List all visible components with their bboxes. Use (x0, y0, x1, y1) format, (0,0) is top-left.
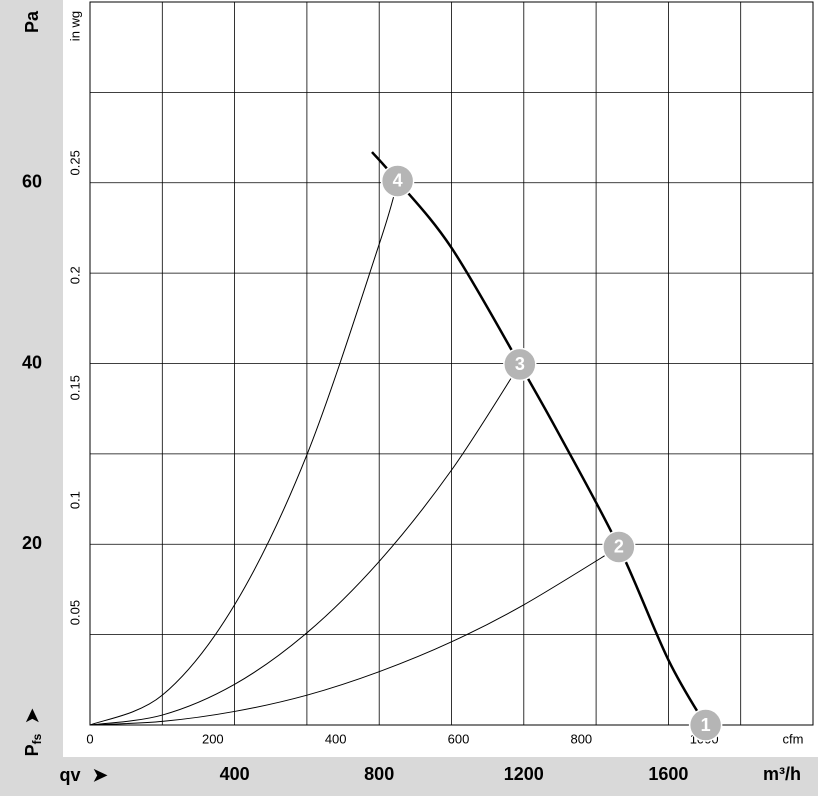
operating-point (503, 347, 537, 382)
left-band (0, 0, 63, 796)
y2-tick-label: 0.05 (67, 600, 82, 625)
operating-point (602, 530, 636, 564)
operating-point-label: 1 (701, 715, 711, 735)
y-arrow: ➤ (22, 708, 42, 724)
x-unit: m³/h (763, 764, 801, 784)
x2-tick-label: 0 (86, 731, 93, 746)
x-tick-label: 400 (220, 764, 250, 784)
y-label: Pfs (22, 733, 44, 756)
x2-tick-label: 800 (570, 731, 592, 746)
x-tick-label: 1600 (648, 764, 688, 784)
y-label-sub: fs (30, 733, 44, 744)
y2-tick-label: 0.1 (67, 491, 82, 509)
y2-tick-label: 0.25 (67, 150, 82, 175)
operating-point-label: 4 (393, 171, 403, 191)
curve (89, 364, 521, 726)
y-tick-label: 20 (22, 533, 42, 553)
y2-tick-label: 0.2 (67, 266, 82, 284)
x-tick-label: 1200 (504, 764, 544, 784)
operating-point-label: 2 (614, 537, 624, 557)
curve (89, 546, 620, 726)
curve (371, 151, 707, 726)
y-tick-label: 60 (22, 172, 42, 192)
x2-tick-label: 400 (325, 731, 347, 746)
x-tick-label: 800 (364, 764, 394, 784)
x-label: qv (59, 765, 80, 785)
operating-point-label: 3 (515, 354, 525, 374)
x2-tick-label: 600 (448, 731, 470, 746)
y-unit: Pa (22, 10, 42, 33)
bottom-band (0, 757, 818, 796)
y-tick-label: 40 (22, 352, 42, 372)
y2-tick-label: 0.15 (67, 375, 82, 400)
y2-unit: in wg (67, 11, 82, 41)
x2-tick-label: 200 (202, 731, 224, 746)
operating-point (380, 164, 415, 198)
curve (89, 180, 399, 726)
x2-unit: cfm (783, 731, 804, 746)
x-arrow: ➤ (92, 765, 108, 785)
y-label-main: P (22, 744, 42, 756)
operating-point (688, 708, 723, 742)
